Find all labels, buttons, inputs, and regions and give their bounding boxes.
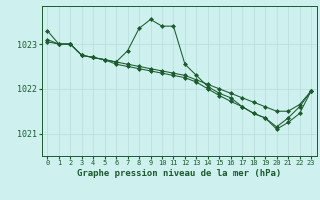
X-axis label: Graphe pression niveau de la mer (hPa): Graphe pression niveau de la mer (hPa) xyxy=(77,169,281,178)
